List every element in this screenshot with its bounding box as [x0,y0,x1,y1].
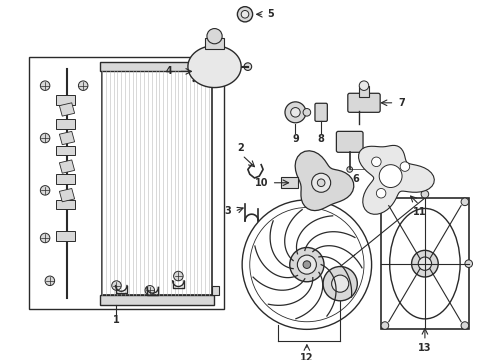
Bar [359,86,369,97]
Circle shape [303,108,311,116]
Bar [212,71,220,81]
Text: 8: 8 [318,134,324,144]
Circle shape [237,7,253,22]
Circle shape [297,255,317,274]
Circle shape [78,81,88,90]
Bar [205,38,224,49]
Bar [55,174,74,184]
Bar [212,285,220,295]
FancyBboxPatch shape [348,93,380,112]
Text: 5: 5 [268,9,274,19]
Circle shape [376,189,386,198]
Text: 9: 9 [292,134,299,144]
Bar [100,295,214,305]
Circle shape [40,186,50,195]
Bar [29,57,224,309]
Circle shape [461,198,469,206]
Text: 3: 3 [224,206,231,216]
Text: 6: 6 [352,174,359,184]
Circle shape [244,63,252,71]
Circle shape [381,198,389,206]
Text: 11: 11 [413,207,426,217]
Text: 10: 10 [255,178,269,188]
Text: 13: 13 [418,343,432,354]
Polygon shape [295,151,354,211]
Circle shape [45,276,54,285]
Circle shape [40,133,50,143]
Circle shape [291,108,300,117]
Circle shape [290,247,324,282]
Circle shape [465,260,472,267]
Text: 1: 1 [113,315,120,325]
Polygon shape [59,103,74,116]
Text: 7: 7 [399,98,405,108]
Circle shape [40,81,50,90]
Bar [102,71,212,295]
Circle shape [359,81,369,90]
Circle shape [412,250,438,277]
Circle shape [400,162,410,171]
Text: 12: 12 [300,353,314,360]
Polygon shape [59,131,74,145]
Bar [381,198,469,329]
Text: 2: 2 [237,143,244,153]
Bar [281,177,298,189]
Circle shape [173,271,183,281]
Circle shape [323,266,357,301]
Circle shape [241,10,249,18]
Polygon shape [59,160,74,173]
Circle shape [347,167,353,172]
FancyBboxPatch shape [336,131,363,152]
Bar [55,119,74,129]
Bar [55,200,74,210]
Circle shape [303,261,311,269]
Circle shape [312,173,331,192]
Polygon shape [188,46,241,87]
Circle shape [332,275,349,292]
Text: 4: 4 [166,66,172,76]
Circle shape [112,281,121,290]
Bar [55,231,74,241]
Bar [55,95,74,105]
FancyBboxPatch shape [315,103,327,121]
Bar [55,146,74,155]
Polygon shape [59,189,74,202]
Circle shape [371,157,381,167]
Bar [100,62,214,71]
Circle shape [145,285,154,295]
Circle shape [418,257,432,270]
Circle shape [421,190,429,198]
Circle shape [207,28,222,44]
Circle shape [461,322,469,329]
Polygon shape [359,145,434,214]
Circle shape [379,165,402,188]
Circle shape [381,322,389,329]
Circle shape [285,102,306,123]
Circle shape [40,233,50,243]
Circle shape [318,179,325,186]
